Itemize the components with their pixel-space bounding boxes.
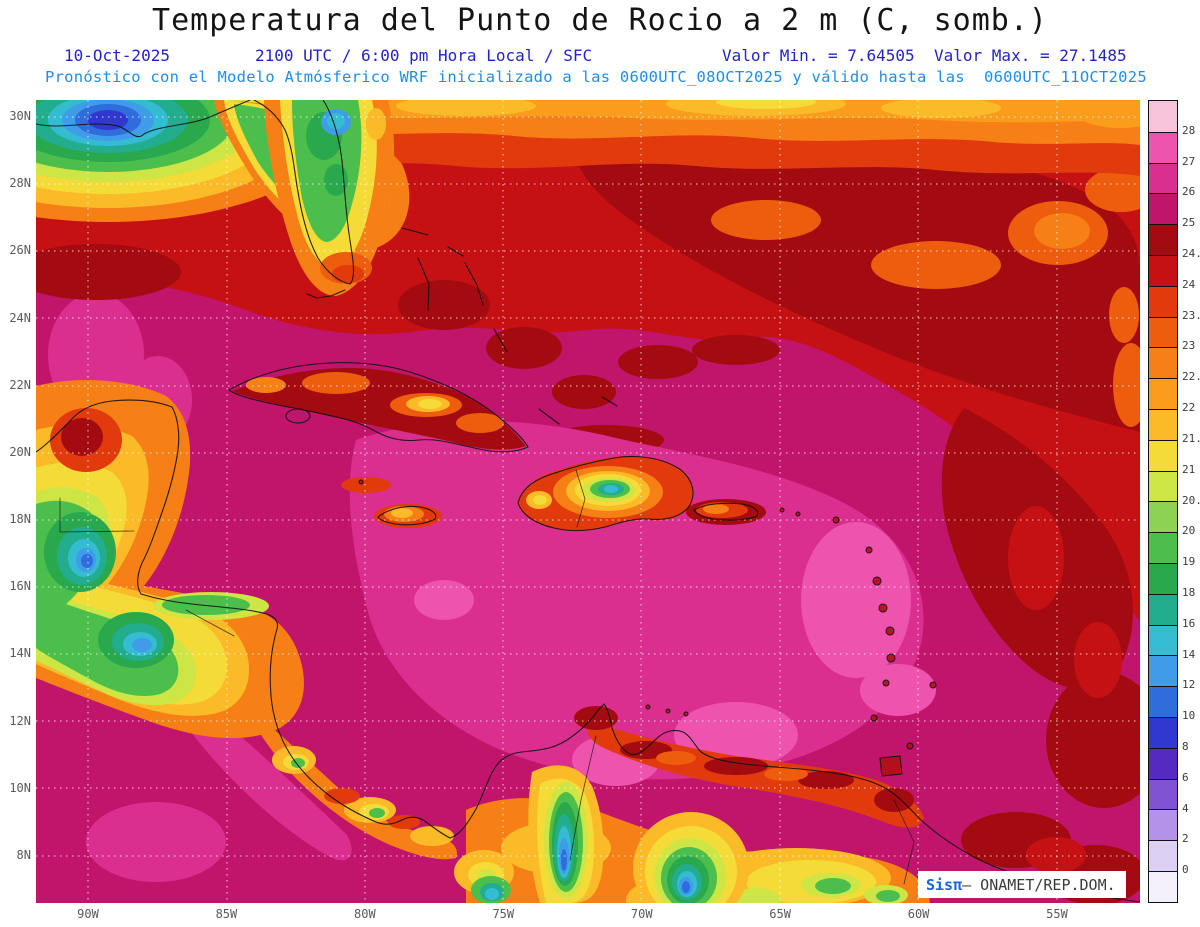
lat-tick-label: 30N (9, 109, 31, 123)
colorbar-tick-label: 18 (1182, 585, 1196, 599)
colorbar-segment (1149, 809, 1177, 841)
lat-tick-label: 24N (9, 310, 31, 325)
colorbar-tick-label: 27 (1182, 154, 1196, 168)
grid-lines (36, 100, 1140, 903)
colorbar-segment (1149, 593, 1177, 625)
lon-tick-label: 60W (907, 907, 930, 921)
colorbar-segment (1149, 162, 1177, 194)
colorbar-segment (1149, 439, 1177, 471)
lon-tick-label: 85W (215, 907, 238, 921)
lat-tick-label: 12N (9, 713, 31, 728)
colorbar-segment (1149, 316, 1177, 348)
colorbar-tick-label: 24 (1182, 277, 1196, 291)
colorbar-tick-label: 24.5 (1182, 247, 1200, 261)
valid-date-label: 10-Oct-2025 (64, 46, 170, 65)
colorbar-tick-label: 26 (1182, 185, 1196, 199)
colorbar-tick-label: 21.5 (1182, 431, 1200, 445)
colorbar-segment (1149, 624, 1177, 656)
lat-tick-label: 14N (9, 646, 31, 661)
valid-time-label: 2100 UTC / 6:00 pm Hora Local / SFC (255, 46, 593, 65)
lon-tick-label: 55W (1046, 907, 1068, 921)
watermark: Sisπ – ONAMET/REP.DOM. (918, 871, 1126, 898)
colorbar-tick-label: 0 (1182, 863, 1189, 877)
lon-tick-label: 70W (630, 907, 653, 921)
colorbar-segment (1149, 101, 1177, 132)
colorbar-tick-label: 23.5 (1182, 308, 1200, 322)
watermark-text: – ONAMET/REP.DOM. (962, 875, 1116, 894)
colorbar-segment (1149, 716, 1177, 748)
lon-tick-label: 80W (354, 907, 376, 921)
lat-axis: 30N 28N 26N 24N 22N 20N 18N 16N 14N 12N 10N 8N (2, 100, 34, 903)
lon-tick-label: 90W (77, 907, 99, 921)
colorbar-segment (1149, 532, 1177, 563)
lat-tick-label: 28N (9, 176, 31, 191)
colorbar-tick-label: 14 (1182, 647, 1196, 661)
colorbar-tick-label: 21 (1182, 462, 1196, 476)
colorbar-tick-label: 10 (1182, 709, 1196, 723)
colorbar-tick-label: 22 (1182, 401, 1196, 415)
colorbar-labels: 2827262524.52423.52322.52221.52120.52019… (1182, 100, 1200, 903)
lon-tick-label: 75W (492, 907, 515, 921)
colorbar-segment (1149, 655, 1177, 687)
colorbar-tick-label: 22.5 (1182, 370, 1200, 384)
colorbar-segment (1149, 562, 1177, 594)
colorbar-tick-label: 28 (1182, 123, 1196, 137)
lon-tick-label: 65W (769, 907, 791, 921)
colorbar-tick-label: 8 (1182, 739, 1189, 753)
colorbar-tick-label: 12 (1182, 678, 1196, 692)
colorbar-segment (1149, 285, 1177, 317)
colorbar-tick-label: 4 (1182, 801, 1189, 815)
colorbar-segment (1149, 347, 1177, 379)
colorbar-segment (1149, 470, 1177, 502)
colorbar-tick-label: 25 (1182, 216, 1196, 230)
colorbar-segment (1149, 224, 1177, 255)
forecast-model-line: Pronóstico con el Modelo Atmósferico WRF… (45, 68, 1147, 86)
coastlines (36, 100, 1140, 903)
colorbar-segment (1149, 747, 1177, 779)
colorbar-segment (1149, 193, 1177, 225)
colorbar-segment (1149, 131, 1177, 163)
lat-tick-label: 20N (9, 444, 31, 459)
colorbar-tick-label: 2 (1182, 832, 1189, 846)
colorbar-tick-label: 16 (1182, 616, 1196, 630)
colorbar-segment (1149, 686, 1177, 717)
colorbar-tick-label: 19 (1182, 555, 1196, 569)
dewpoint-map (36, 100, 1140, 903)
colorbar-segment (1149, 778, 1177, 810)
dewpoint-field (36, 100, 1140, 903)
plot-area: 30N 28N 26N 24N 22N 20N 18N 16N 14N 12N 10N 8N 90W 8… (9, 100, 1140, 921)
colorbar-swatches (1148, 100, 1178, 903)
page-title: Temperatura del Punto de Rocio a 2 m (C,… (152, 3, 1048, 38)
colorbar-tick-label: 23 (1182, 339, 1196, 353)
lat-tick-label: 26N (9, 243, 31, 258)
lat-tick-label: 22N (9, 377, 31, 392)
min-value-label: Valor Min. = 7.64505 (722, 46, 915, 65)
colorbar-segment (1149, 501, 1177, 533)
lat-tick-label: 18N (9, 512, 31, 527)
colorbar: 2827262524.52423.52322.52221.52120.52019… (1148, 100, 1200, 903)
colorbar-segment (1149, 840, 1177, 871)
lon-axis: 90W 85W 80W 75W 70W 65W 60W 55W (36, 903, 1140, 927)
max-value-label: Valor Max. = 27.1485 (934, 46, 1127, 65)
lat-tick-label: 8N (16, 847, 31, 862)
colorbar-tick-label: 20 (1182, 524, 1196, 538)
colorbar-segment (1149, 408, 1177, 440)
lat-tick-label: 16N (9, 579, 31, 594)
watermark-brand: Sisπ (926, 875, 963, 894)
lat-tick-label: 10N (9, 780, 31, 795)
colorbar-tick-label: 6 (1182, 770, 1189, 784)
colorbar-tick-label: 20.5 (1182, 493, 1200, 507)
colorbar-segment (1149, 378, 1177, 409)
colorbar-segment (1149, 254, 1177, 286)
colorbar-segment (1149, 870, 1177, 902)
